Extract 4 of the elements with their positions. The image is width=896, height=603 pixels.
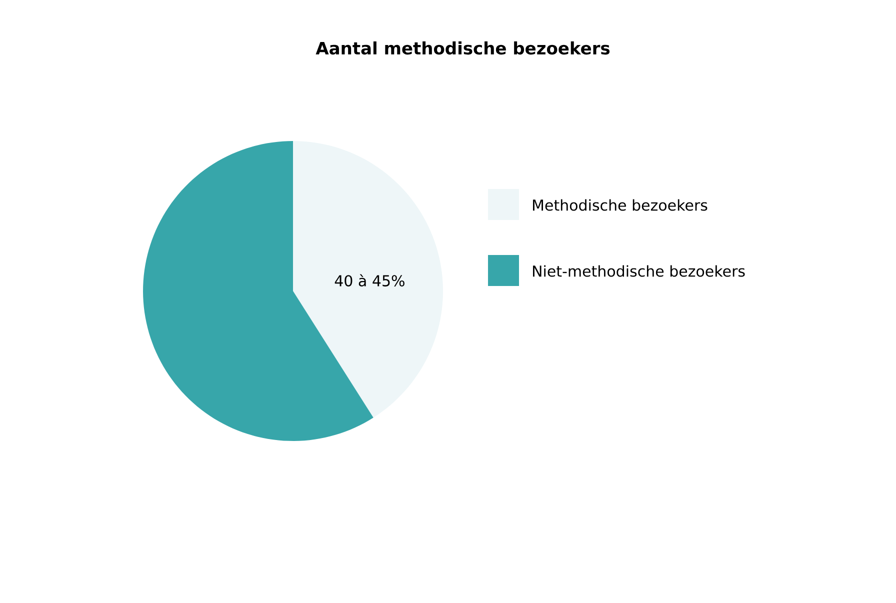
text: 40 à 45% bbox=[334, 274, 404, 286]
chart-title: Aantal methodische bezoekers bbox=[316, 41, 610, 55]
legend-label: Methodische bezoekers bbox=[533, 199, 708, 211]
legend-label: Niet-methodische bezoekers bbox=[533, 265, 745, 277]
